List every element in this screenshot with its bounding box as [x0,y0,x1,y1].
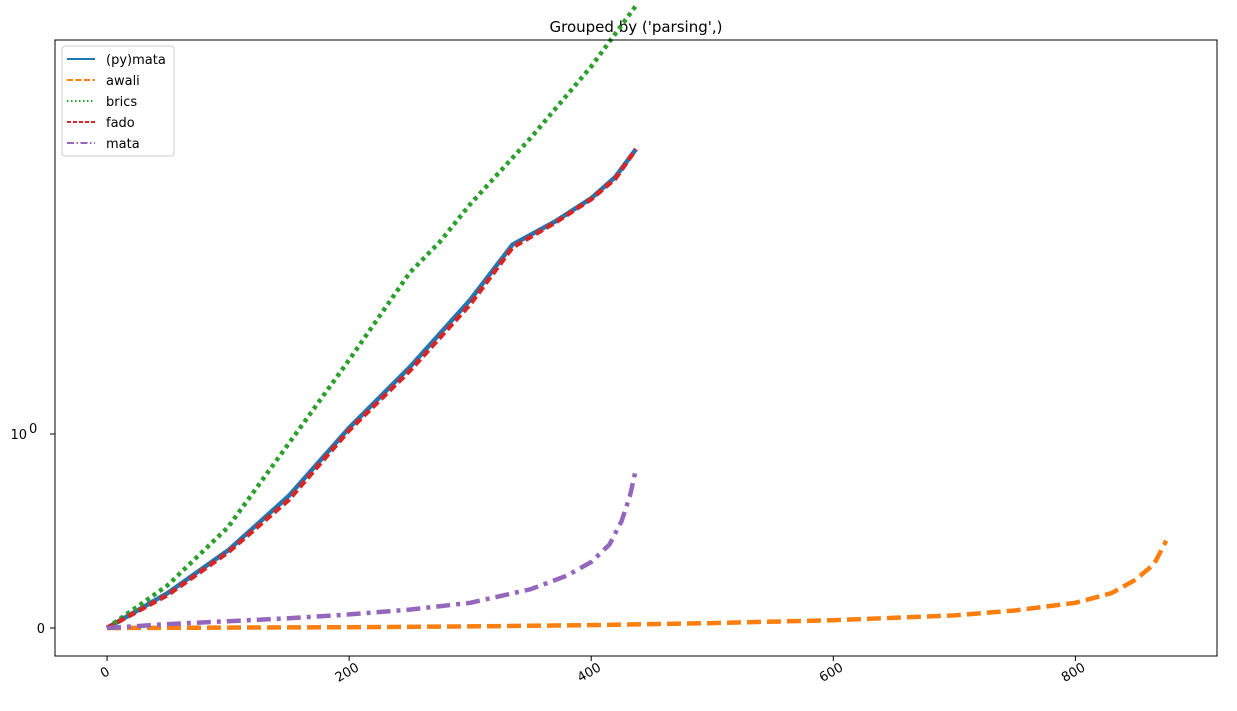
legend-label: (py)mata [106,53,166,68]
legend-label: fado [106,116,135,131]
series-line-awali [106,539,1169,631]
axes-frame [54,39,1218,657]
series-line-py-mata [105,147,638,630]
legend-label: awali [106,74,140,89]
y-tick-exponent: 0 [29,422,37,437]
y-tick-label: 0 [37,622,45,637]
series-line-fado [105,147,638,630]
legend: (py)mata awali brics fado mata [61,45,175,157]
series-line-mata [106,468,639,631]
legend-label: brics [106,95,137,110]
chart-title: Grouped by ('parsing',) [550,18,723,36]
legend-box [61,45,175,157]
series-line-brics [105,4,638,630]
plot-area [105,4,1169,631]
legend-label: mata [106,137,140,152]
y-tick-label: 10 [10,428,27,443]
